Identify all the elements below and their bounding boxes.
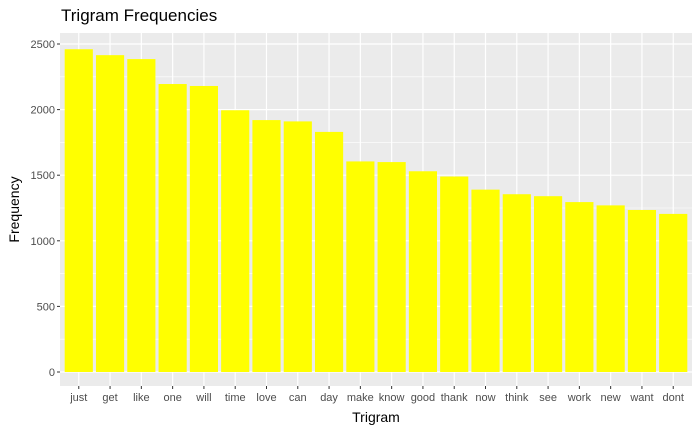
bar-good bbox=[408, 171, 438, 372]
x-tick-label: time bbox=[225, 392, 246, 404]
x-tick-label: dont bbox=[663, 392, 684, 404]
x-tick-label: day bbox=[320, 392, 338, 404]
y-axis-ticks: 0 500 1000 1500 2000 2500 bbox=[31, 39, 60, 379]
bar-now bbox=[471, 189, 500, 372]
x-tick-label: new bbox=[601, 392, 621, 404]
bars bbox=[64, 49, 688, 373]
x-tick-label: get bbox=[102, 392, 117, 404]
y-tick-label: 500 bbox=[37, 301, 55, 313]
y-tick-label: 2000 bbox=[31, 105, 55, 117]
bar-can bbox=[283, 121, 312, 373]
x-tick-label: love bbox=[256, 392, 276, 404]
x-tick-label: think bbox=[505, 392, 529, 404]
bar-see bbox=[534, 196, 563, 372]
x-tick-label: will bbox=[195, 392, 211, 404]
bar-one bbox=[158, 84, 187, 373]
bar-think bbox=[502, 194, 531, 372]
x-tick-label: know bbox=[379, 392, 405, 404]
bar-time bbox=[221, 110, 250, 373]
bar-will bbox=[189, 85, 218, 372]
y-tick-label: 2500 bbox=[31, 39, 55, 51]
x-tick-label: see bbox=[539, 392, 557, 404]
x-tick-label: now bbox=[475, 392, 495, 404]
x-tick-label: want bbox=[629, 392, 653, 404]
bar-like bbox=[127, 59, 156, 372]
bar-thank bbox=[440, 176, 469, 372]
y-tick-label: 1500 bbox=[31, 170, 55, 182]
bar-new bbox=[596, 205, 625, 372]
y-tick-label: 0 bbox=[49, 367, 55, 379]
bar-work bbox=[565, 202, 594, 372]
bar-day bbox=[314, 131, 344, 372]
x-tick-label: make bbox=[347, 392, 374, 404]
bar-get bbox=[95, 55, 125, 372]
x-tick-label: just bbox=[69, 392, 87, 404]
x-tick-label: thank bbox=[441, 392, 468, 404]
x-axis-ticks: just get like one will time love can day make know… bbox=[69, 386, 684, 404]
bar-make bbox=[346, 161, 375, 372]
x-tick-label: good bbox=[411, 392, 435, 404]
bar-just bbox=[64, 49, 93, 373]
bar-know bbox=[377, 162, 406, 372]
x-tick-label: can bbox=[289, 392, 307, 404]
chart-title: Trigram Frequencies bbox=[61, 6, 218, 25]
bar-want bbox=[627, 209, 657, 372]
y-tick-label: 1000 bbox=[31, 236, 55, 248]
x-tick-label: one bbox=[163, 392, 181, 404]
y-axis-title: Frequency bbox=[6, 176, 22, 242]
bar-love bbox=[252, 120, 281, 372]
x-tick-label: like bbox=[133, 392, 150, 404]
bar-dont bbox=[659, 213, 688, 372]
x-axis-title: Trigram bbox=[352, 409, 400, 425]
x-tick-label: work bbox=[567, 392, 592, 404]
